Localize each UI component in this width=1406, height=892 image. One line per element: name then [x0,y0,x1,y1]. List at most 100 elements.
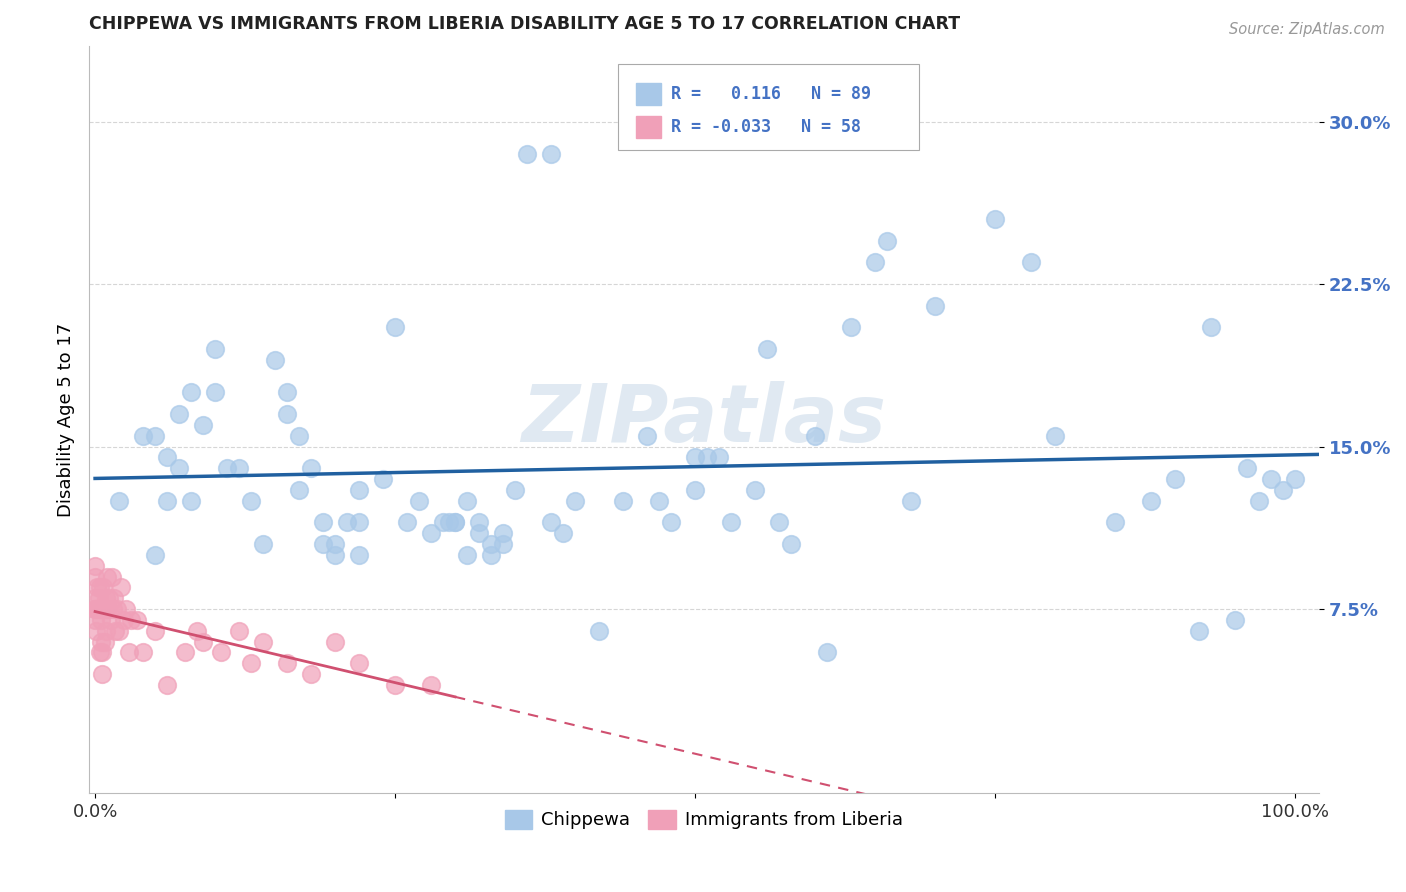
Point [174,645,197,659]
Point [167,461,190,475]
Point [96,602,118,616]
FancyBboxPatch shape [637,83,661,105]
Point [492,537,515,551]
Point [105,602,128,616]
FancyBboxPatch shape [637,116,661,138]
Text: ZIPatlas: ZIPatlas [522,381,886,458]
Point [186,624,208,638]
Point [276,385,298,400]
Point [288,429,311,443]
Point [156,678,179,692]
Point [252,537,274,551]
Point [1247,493,1270,508]
Point [1271,483,1294,497]
Point [720,516,742,530]
Point [312,537,335,551]
Y-axis label: Disability Age 5 to 17: Disability Age 5 to 17 [58,322,75,516]
FancyBboxPatch shape [617,64,920,151]
Point [84,569,107,583]
Point [1199,320,1222,334]
Point [755,342,778,356]
Point [551,526,574,541]
Point [612,493,634,508]
Point [408,493,430,508]
Point [101,602,124,616]
Point [132,645,155,659]
Point [299,461,322,475]
Point [648,493,671,508]
Point [492,526,515,541]
Point [228,461,250,475]
Point [1260,472,1282,486]
Point [108,624,131,638]
Point [984,212,1007,227]
Point [744,483,766,497]
Point [540,147,562,161]
Point [87,591,110,606]
Point [94,624,117,638]
Point [696,450,718,465]
Point [456,493,478,508]
Point [437,516,460,530]
Point [90,602,112,616]
Point [180,385,202,400]
Point [84,613,107,627]
Point [1043,429,1066,443]
Point [900,493,922,508]
Point [444,516,467,530]
Point [347,657,370,671]
Point [209,645,232,659]
Point [86,581,108,595]
Point [420,526,443,541]
Point [371,472,394,486]
Point [876,234,898,248]
Point [89,581,111,595]
Point [540,516,562,530]
Point [93,581,115,595]
Point [228,624,250,638]
Point [323,548,346,562]
Point [156,450,179,465]
Point [432,516,454,530]
Point [299,667,322,681]
Point [143,429,166,443]
Point [96,569,118,583]
Point [863,255,886,269]
Point [323,537,346,551]
Point [564,493,586,508]
Point [924,299,946,313]
Point [89,645,111,659]
Point [252,634,274,648]
Point [683,450,706,465]
Point [804,429,827,443]
Point [683,483,706,497]
Point [384,678,406,692]
Point [118,645,141,659]
Point [98,591,121,606]
Point [93,602,115,616]
Point [276,407,298,421]
Point [94,591,117,606]
Point [93,602,115,616]
Point [112,613,135,627]
Point [191,417,214,432]
Point [503,483,526,497]
Point [115,602,138,616]
Point [240,657,263,671]
Point [93,634,115,648]
Point [707,450,730,465]
Point [87,602,110,616]
Point [839,320,862,334]
Point [100,613,122,627]
Point [103,591,125,606]
Point [815,645,838,659]
Point [156,493,179,508]
Point [90,634,112,648]
Point [347,548,370,562]
Point [347,483,370,497]
Point [84,624,107,638]
Point [91,645,114,659]
Legend: Chippewa, Immigrants from Liberia: Chippewa, Immigrants from Liberia [498,803,910,837]
Point [1284,472,1306,486]
Point [108,493,131,508]
